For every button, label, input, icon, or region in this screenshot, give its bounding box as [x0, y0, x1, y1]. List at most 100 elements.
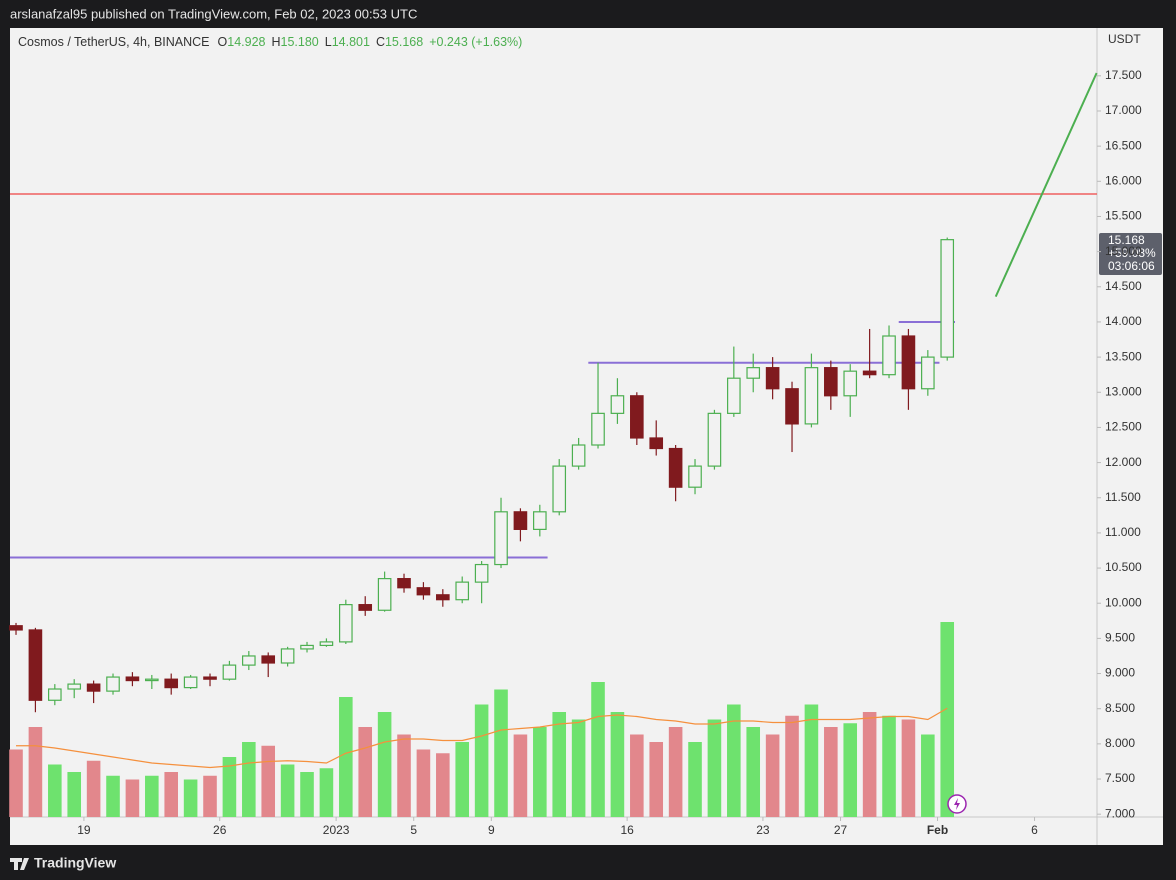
y-tick-label: 8.500: [1105, 701, 1135, 715]
candle-body: [397, 578, 411, 589]
candle-body: [9, 625, 23, 631]
candle-body: [436, 594, 450, 601]
candle-body: [474, 563, 489, 583]
volume-bar: [921, 734, 935, 817]
candle-body: [746, 367, 761, 379]
x-tick-label: 2023: [323, 823, 350, 837]
volume-bar: [727, 704, 741, 817]
plot-area: [10, 28, 1097, 817]
volume-bar: [319, 768, 334, 817]
event-icon-bolt: [954, 798, 960, 810]
candle-body: [416, 587, 431, 596]
volume-bar: [125, 779, 140, 817]
candle-body: [940, 239, 955, 358]
legend-value: 15.180: [281, 35, 319, 49]
x-tick-label: 5: [410, 823, 417, 837]
volume-bar: [436, 753, 450, 817]
volume-bar: [940, 622, 955, 817]
candle-body: [377, 578, 392, 611]
candle-body: [571, 444, 586, 467]
candle-body: [591, 412, 605, 446]
y-tick-label: 9.500: [1105, 631, 1135, 645]
volume-bar: [591, 682, 605, 817]
volume-bar: [474, 704, 489, 817]
x-tick-label: 23: [756, 823, 770, 837]
volume-bar: [455, 742, 470, 817]
candle-body: [455, 581, 470, 601]
y-tick-label: 16.000: [1105, 173, 1142, 187]
y-tick-label: 7.000: [1105, 806, 1135, 820]
candle-body: [145, 678, 159, 682]
legend-label: O: [218, 35, 228, 49]
y-tick-label: 12.500: [1105, 420, 1142, 434]
x-tick-label: 9: [488, 823, 495, 837]
y-tick-label: 12.000: [1105, 455, 1142, 469]
candle-body: [765, 367, 780, 390]
legend-value: 15.168: [385, 35, 423, 49]
y-tick-label: 15.500: [1105, 209, 1142, 223]
candle-body: [882, 335, 896, 376]
candle-body: [727, 377, 741, 414]
volume-bar: [649, 742, 664, 817]
volume-bar: [67, 772, 82, 817]
volume-bar: [397, 734, 411, 817]
volume-bar: [164, 772, 179, 817]
legend: Cosmos / TetherUS, 4h, BINANCE O14.928 H15…: [18, 35, 522, 49]
volume-bar: [513, 734, 528, 817]
logo: [10, 858, 29, 870]
y-tick-label: 7.500: [1105, 771, 1135, 785]
legend-value: 14.801: [332, 35, 370, 49]
volume-bar: [785, 715, 799, 817]
volume-bar: [901, 719, 916, 817]
brand: TradingView: [34, 855, 116, 871]
candle-body: [261, 655, 276, 664]
candle-body: [668, 447, 683, 488]
x-tick-label: 16: [620, 823, 634, 837]
volume-bar: [183, 779, 198, 817]
candle-body: [862, 370, 877, 376]
y-tick-label: 17.500: [1105, 68, 1142, 82]
plot: [9, 72, 1098, 817]
volume-bar: [843, 723, 858, 817]
volume-bar: [86, 760, 101, 817]
candle-body: [610, 395, 625, 414]
volume-bar: [804, 704, 819, 817]
candle-body: [824, 367, 838, 397]
y-tick-label: 8.000: [1105, 736, 1135, 750]
volume-bar: [106, 775, 120, 817]
y-tick-label: 14.500: [1105, 279, 1142, 293]
volume-bar: [145, 775, 159, 817]
publish-info: arslanafzal95 published on TradingView.c…: [10, 6, 417, 21]
volume-bar: [261, 745, 276, 817]
candle-body: [630, 395, 644, 439]
candle-body: [804, 367, 819, 425]
price-tag: [1099, 233, 1162, 275]
price-tag-countdown: 03:06:06: [1108, 259, 1155, 273]
volume-bar: [707, 719, 722, 817]
candle-body: [125, 676, 140, 682]
volume-bar: [746, 727, 761, 817]
y-tick-label: 11.000: [1105, 525, 1141, 539]
volume-bar: [824, 727, 838, 817]
drawn-line: [994, 72, 1098, 298]
price-tag-price: 15.168: [1108, 233, 1145, 247]
candle-body: [183, 676, 198, 689]
volume-bar: [494, 689, 508, 817]
volume-ma-line: [16, 707, 948, 769]
candle-body: [358, 604, 373, 611]
candle-body: [921, 356, 935, 390]
axis-unit: USDT: [1108, 32, 1141, 46]
volume-bar: [416, 749, 431, 817]
volume-bar: [9, 749, 23, 817]
candle-body: [688, 465, 702, 488]
y-tick-label: 11.500: [1105, 490, 1141, 504]
candle-body: [901, 335, 916, 390]
y-tick-label: 9.000: [1105, 666, 1135, 680]
volume-bar: [203, 775, 217, 817]
candle-body: [339, 604, 353, 643]
x-tick-label: 19: [77, 823, 91, 837]
volume-bar: [765, 734, 780, 817]
volume-bar: [242, 742, 256, 817]
y-tick-label: 15.000: [1105, 244, 1142, 258]
